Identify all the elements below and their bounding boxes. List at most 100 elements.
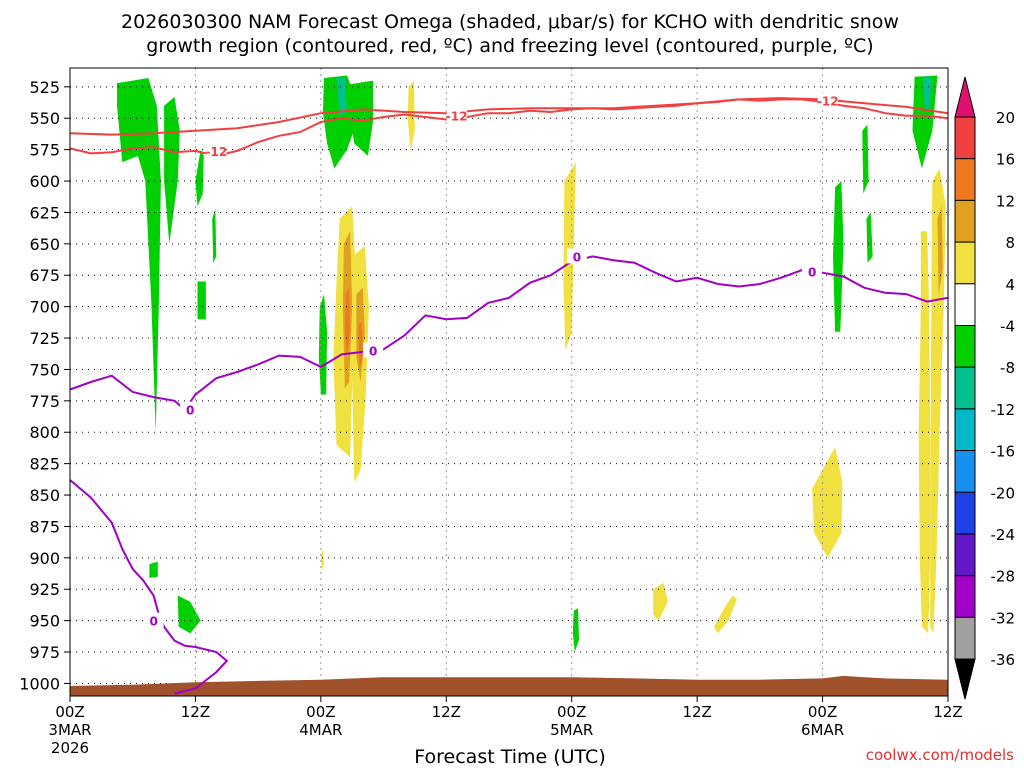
colorbar-swatch-7 bbox=[954, 366, 976, 410]
colorbar-swatch-11 bbox=[954, 533, 976, 577]
x-year-label-0: 2026 bbox=[51, 739, 89, 757]
omega-region-11 bbox=[862, 124, 869, 194]
colorbar-label-12: -32 bbox=[991, 609, 1016, 627]
freezing-level-low-contour bbox=[69, 479, 229, 695]
y-tick-label-575: 575 bbox=[29, 141, 60, 160]
y-axis: 525 550 575 600 625 650 675 700 725 750 775 800 825 8… bbox=[19, 78, 70, 693]
omega-region-25 bbox=[653, 583, 668, 621]
freezing-label-2-bg bbox=[363, 342, 384, 358]
colorbar-swatch-9 bbox=[954, 450, 976, 493]
colorbar-label-9: -20 bbox=[991, 484, 1016, 502]
colorbar-swatch-12 bbox=[954, 575, 976, 618]
omega-region-0 bbox=[117, 78, 161, 433]
freezing-label-5-bg bbox=[143, 612, 164, 628]
plot-frame bbox=[69, 67, 949, 697]
omega-region-1 bbox=[164, 96, 180, 244]
plot-background bbox=[70, 68, 948, 696]
x-axis-label: Forecast Time (UTC) bbox=[414, 746, 605, 768]
omega-region-14 bbox=[177, 595, 201, 634]
colorbar-label-2: 12 bbox=[996, 192, 1015, 210]
colorbar-bottom-arrow bbox=[954, 658, 976, 700]
omega-region-8 bbox=[572, 608, 579, 652]
omega-region-13 bbox=[149, 561, 158, 578]
credit-link[interactable]: coolwx.com/models bbox=[866, 746, 1014, 764]
x-tick-label-36: 12Z bbox=[432, 703, 461, 721]
colorbar-swatch-1 bbox=[954, 116, 976, 160]
dgz-label-3-bg bbox=[817, 92, 838, 108]
dgz-label-2-bg bbox=[446, 107, 467, 123]
y-tick-label-700: 700 bbox=[29, 298, 60, 317]
omega-region-3 bbox=[197, 281, 206, 320]
y-tick-label-900: 900 bbox=[29, 549, 60, 568]
colorbar-swatch-3 bbox=[954, 199, 976, 243]
freezing-label-1: 0 bbox=[186, 404, 194, 418]
omega-region-28 bbox=[930, 168, 946, 634]
dgz-label-1: -12 bbox=[205, 145, 227, 159]
omega-region-23 bbox=[812, 447, 843, 558]
freezing-label-2: 0 bbox=[369, 345, 377, 359]
y-tick-label-550: 550 bbox=[29, 109, 60, 128]
dgz-label-1-bg bbox=[206, 142, 227, 158]
y-tick-label-600: 600 bbox=[29, 172, 60, 191]
terrain bbox=[70, 675, 948, 696]
chart-title-line-2: growth region (contoured, red, ºC) and f… bbox=[146, 35, 873, 57]
chart-title-line-1: 2026030300 NAM Forecast Omega (shaded, μ… bbox=[121, 11, 899, 33]
x-tick-label-84: 12Z bbox=[933, 703, 962, 721]
y-tick-label-775: 775 bbox=[29, 392, 60, 411]
omega-region-9 bbox=[833, 181, 844, 332]
colorbar-label-13: -36 bbox=[991, 651, 1016, 669]
colorbar-label-7: -12 bbox=[991, 401, 1016, 419]
y-tick-label-825: 825 bbox=[29, 455, 60, 474]
y-tick-label-625: 625 bbox=[29, 203, 60, 222]
y-tick-label-750: 750 bbox=[29, 360, 60, 379]
freezing-label-1-bg bbox=[180, 401, 201, 417]
omega-region-24 bbox=[713, 595, 737, 634]
x-tick-label-0: 00Z bbox=[55, 703, 84, 721]
freezing-label-4: 0 bbox=[808, 265, 816, 279]
x-tick-label-48: 00Z bbox=[557, 703, 586, 721]
y-tick-label-950: 950 bbox=[29, 612, 60, 631]
y-tick-label-525: 525 bbox=[29, 78, 60, 97]
omega-region-10 bbox=[866, 212, 873, 263]
colorbar-label-4: 4 bbox=[1005, 276, 1015, 294]
freezing-label-3-bg bbox=[566, 248, 587, 264]
contours: -12 -12 -12 0 0 0 0 0 bbox=[69, 92, 949, 695]
y-tick-label-850: 850 bbox=[29, 486, 60, 505]
y-tick-label-800: 800 bbox=[29, 423, 60, 442]
x-date-label-0: 3MAR bbox=[48, 721, 91, 739]
colorbar-swatch-2 bbox=[954, 158, 976, 201]
omega-region-12 bbox=[912, 75, 938, 169]
colorbar-top-arrow bbox=[954, 76, 976, 118]
x-tick-label-24: 00Z bbox=[306, 703, 335, 721]
colorbar-swatch-10 bbox=[954, 491, 976, 535]
y-tick-label-975: 975 bbox=[29, 643, 60, 662]
terrain-fill bbox=[70, 675, 948, 696]
freezing-label-3: 0 bbox=[573, 250, 581, 264]
freezing-label-4-bg bbox=[802, 263, 823, 279]
plot-area: -12 -12 -12 0 0 0 0 0 bbox=[69, 67, 949, 697]
omega-region-33 bbox=[358, 321, 363, 370]
colorbar-label-6: -8 bbox=[1000, 359, 1015, 377]
colorbar-label-1: 16 bbox=[996, 151, 1015, 169]
colorbar-label-0: 20 bbox=[996, 109, 1015, 127]
omega-region-32 bbox=[344, 287, 351, 357]
colorbar-swatch-8 bbox=[954, 408, 976, 452]
freezing-label-5: 0 bbox=[149, 615, 157, 629]
omega-region-18 bbox=[922, 76, 932, 112]
dgz-label-2: -12 bbox=[446, 110, 468, 124]
colorbar-label-3: 8 bbox=[1005, 234, 1015, 252]
omega-region-4 bbox=[212, 208, 217, 263]
x-date-label-24: 4MAR bbox=[299, 721, 342, 739]
y-tick-label-725: 725 bbox=[29, 329, 60, 348]
omega-region-17 bbox=[336, 78, 347, 116]
dgz-label-3: -12 bbox=[817, 95, 839, 109]
colorbar-label-8: -16 bbox=[991, 443, 1016, 461]
x-tick-label-12: 12Z bbox=[181, 703, 210, 721]
omega-shading bbox=[117, 75, 946, 652]
x-tick-label-60: 12Z bbox=[682, 703, 711, 721]
y-tick-label-675: 675 bbox=[29, 266, 60, 285]
x-tick-label-72: 00Z bbox=[808, 703, 837, 721]
omega-region-27 bbox=[918, 231, 931, 634]
